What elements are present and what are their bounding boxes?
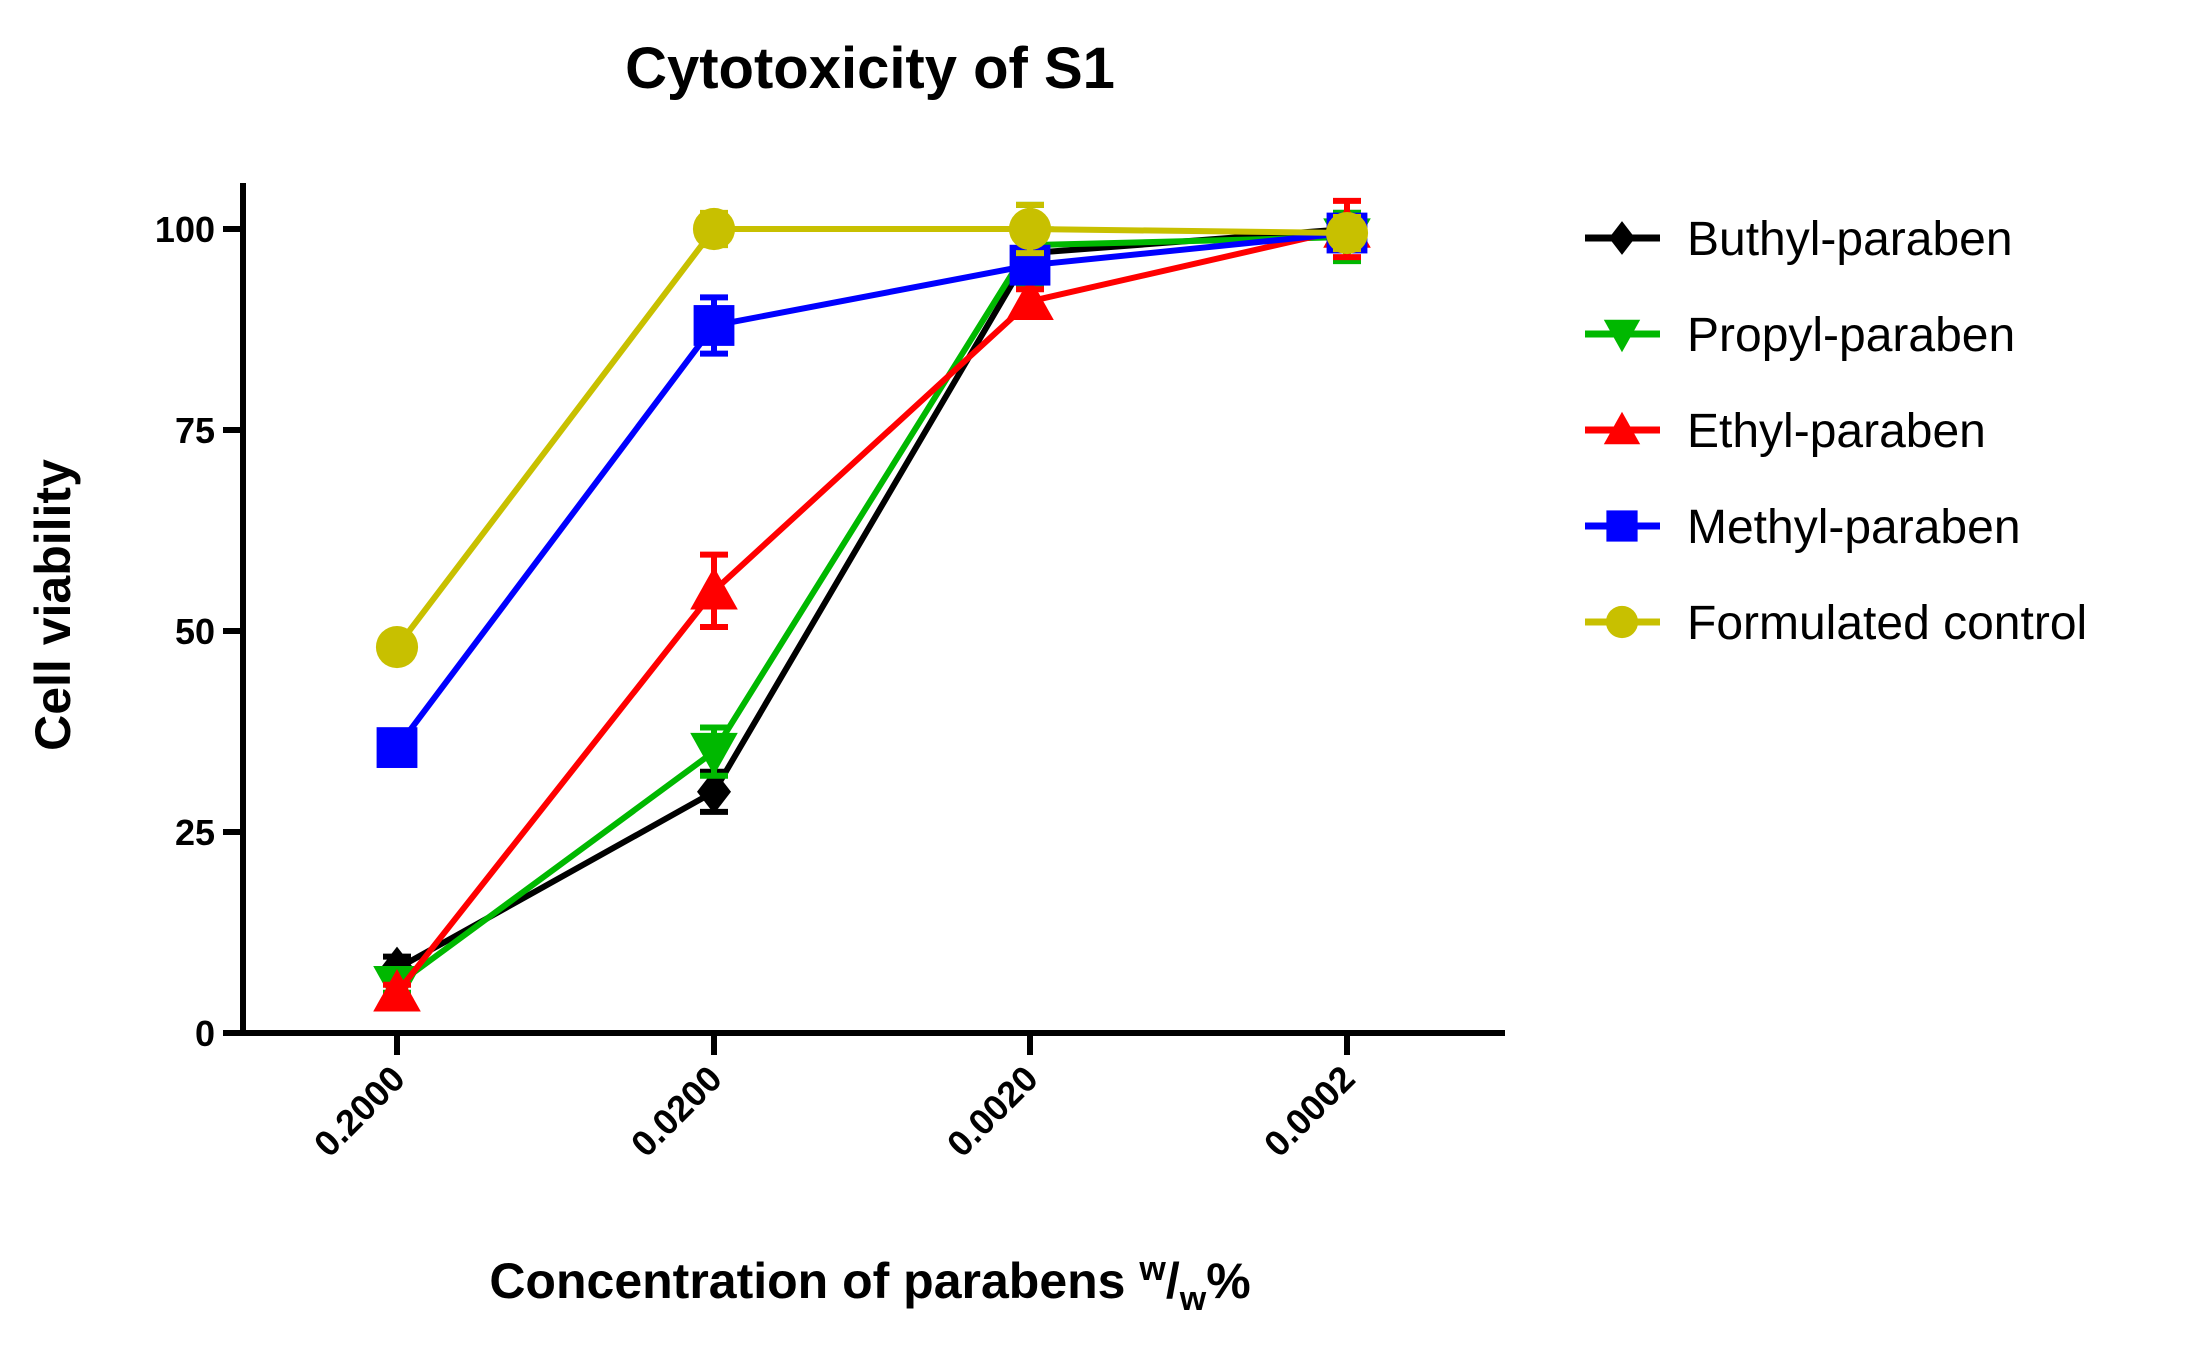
data-point (697, 769, 731, 814)
y-tick-label: 75 (175, 410, 215, 451)
x-axis-title-sup: w (1138, 1250, 1166, 1288)
x-axis-title-slash: / (1166, 1253, 1180, 1309)
series-line (394, 230, 1348, 750)
legend-marker (1603, 319, 1641, 353)
x-axis-title-main: Concentration of parabens (489, 1253, 1139, 1309)
legend-item: Methyl-paraben (1585, 501, 2021, 554)
legend-label: Formulated control (1687, 597, 2087, 650)
legend-item: Buthyl-paraben (1585, 213, 2013, 266)
x-axis-title-pct: % (1206, 1253, 1250, 1309)
legend-marker (1606, 510, 1638, 542)
y-tick-label: 25 (175, 812, 215, 853)
series-propyl-paraben (373, 201, 1371, 1009)
x-tick-label: 0.0002 (1256, 1058, 1363, 1165)
series-line (394, 226, 1348, 649)
data-point (693, 305, 735, 346)
legend-marker (1609, 221, 1635, 255)
x-tick-label: 0.2000 (306, 1058, 413, 1165)
legend-marker (1605, 605, 1639, 639)
data-point (376, 727, 418, 768)
x-axis-title: Concentration of parabens w/w% (489, 1250, 1250, 1318)
legend-marker (1603, 411, 1641, 445)
legend-label: Methyl-paraben (1687, 501, 2021, 554)
x-tick-label: 0.0200 (623, 1058, 730, 1165)
data-point (690, 567, 738, 610)
legend-label: Buthyl-paraben (1687, 213, 2013, 266)
data-point (1006, 277, 1054, 321)
series-methyl-paraben (376, 212, 1368, 768)
series-layer (373, 197, 1371, 1012)
data-point (1325, 211, 1369, 255)
data-point (690, 732, 738, 776)
x-tick-label: 0.0020 (939, 1058, 1046, 1165)
data-point (692, 207, 736, 251)
data-point (1008, 207, 1052, 251)
y-tick-label: 100 (155, 209, 215, 250)
legend-item: Propyl-paraben (1585, 309, 2015, 362)
series-line (395, 234, 1348, 988)
x-axis-title-sub: w (1179, 1280, 1207, 1318)
y-tick-label: 0 (195, 1013, 215, 1054)
series-buthyl-paraben (380, 206, 1364, 991)
data-point (375, 626, 419, 669)
y-axis-title: Cell viability (25, 459, 81, 751)
legend-label: Ethyl-paraben (1687, 405, 1986, 458)
series-formulated-control (375, 201, 1369, 669)
data-point (373, 969, 421, 1012)
legend-item: Ethyl-paraben (1585, 405, 1986, 458)
chart-title: Cytotoxicity of S1 (625, 36, 1115, 101)
legend-label: Propyl-paraben (1687, 309, 2015, 362)
legend: Buthyl-paraben Propyl-paraben Ethyl-parabe… (1585, 213, 2087, 650)
series-line (395, 226, 1348, 972)
legend-item: Formulated control (1585, 597, 2087, 650)
axes: 0 25 50 75 100 0.2000 0.0200 0.0020 0.0002 (155, 183, 1505, 1165)
y-tick-label: 50 (175, 611, 215, 652)
series-line (394, 226, 1348, 995)
